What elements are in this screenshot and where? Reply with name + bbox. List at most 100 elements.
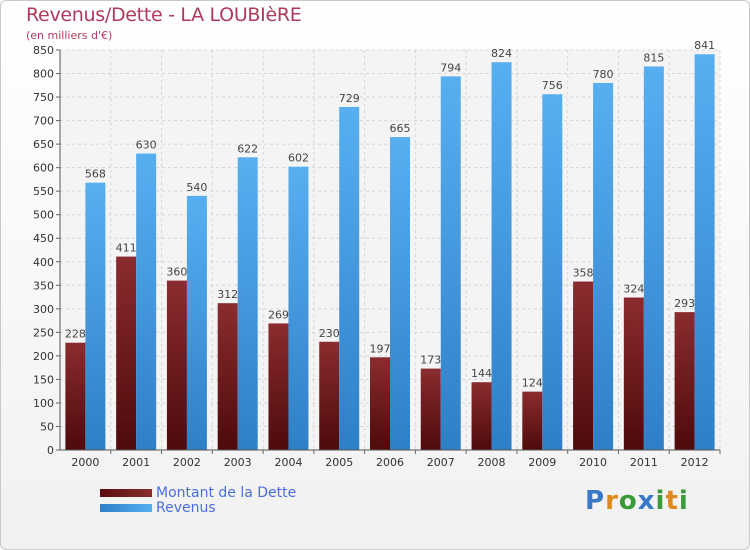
bar-dette [116,256,137,450]
x-tick-label: 2002 [173,456,201,469]
bar-dette [319,341,340,450]
data-label-revenus: 794 [440,61,461,74]
y-tick-label: 200 [33,350,54,363]
bar-revenus [593,82,614,451]
data-label-dette: 324 [623,283,644,296]
y-tick-label: 350 [33,279,54,292]
y-tick-label: 150 [33,373,54,386]
data-label-dette: 269 [268,308,289,321]
logo-letter: x [637,486,656,516]
bar-revenus [440,76,461,451]
bar-revenus [237,157,258,450]
logo-letter: i [678,486,689,516]
bars-layer [65,54,715,451]
data-label-revenus: 815 [643,51,664,64]
bar-dette [217,303,238,450]
y-tick-label: 650 [33,138,54,151]
bar-revenus [136,153,157,450]
y-tick-label: 800 [33,68,54,81]
x-tick-label: 2009 [528,456,556,469]
data-label-dette: 173 [420,354,441,367]
data-label-revenus: 540 [186,181,207,194]
data-label-dette: 228 [65,328,86,341]
logo-letter: i [655,486,666,516]
x-tick-label: 2006 [376,456,404,469]
y-tick-label: 300 [33,303,54,316]
y-tick-label: 100 [33,397,54,410]
y-tick-label: 850 [33,44,54,57]
data-label-dette: 197 [370,342,391,355]
logo-letter: t [665,486,679,516]
data-label-dette: 312 [217,288,238,301]
data-label-revenus: 824 [491,47,512,60]
data-label-dette: 360 [166,266,187,279]
y-tick-label: 50 [40,420,54,433]
y-tick-label: 250 [33,326,54,339]
axis-layer: 0 50 100 150 200 250 300 350 400 450 500 550 600 650 7… [33,44,721,469]
data-label-revenus: 729 [339,92,360,105]
x-tick-label: 2004 [274,456,302,469]
bar-dette [623,297,644,450]
bar-dette [65,342,86,450]
x-tick-label: 2000 [71,456,99,469]
data-label-dette: 293 [674,297,695,310]
bar-revenus [491,62,512,451]
bar-dette [268,323,289,450]
legend-label-debt: Montant de la Dette [156,485,297,501]
legend-swatch-debt [100,489,152,497]
labels-layer: 228 568 411 630 360 540 312 622 269 602 230 729 197 6… [65,39,715,389]
y-tick-label: 0 [47,444,54,457]
y-tick-label: 500 [33,209,54,222]
proxiti-logo: Proxiti [585,486,689,516]
data-label-dette: 144 [471,367,492,380]
bar-dette [370,357,390,450]
data-label-dette: 230 [319,327,340,340]
x-tick-label: 2007 [427,456,455,469]
x-tick-label: 2010 [579,456,607,469]
chart-subtitle: (en milliers d'€) [26,29,113,42]
logo-letter: P [585,486,606,516]
logo-letter: o [618,486,638,516]
logo-letter: r [605,486,619,516]
y-tick-label: 400 [33,256,54,269]
y-tick-label: 450 [33,232,54,245]
data-label-revenus: 665 [390,122,411,135]
bar-revenus [643,66,664,451]
legend-swatch-revenus [100,504,152,512]
data-label-revenus: 756 [542,79,563,92]
data-label-revenus: 568 [85,168,106,181]
data-label-revenus: 841 [694,39,715,52]
bar-revenus [339,106,360,451]
bar-revenus [542,94,563,450]
bar-dette [471,382,492,450]
data-label-dette: 411 [116,242,137,255]
bar-dette [573,281,594,450]
y-tick-label: 600 [33,162,54,175]
x-tick-label: 2011 [630,456,658,469]
x-tick-label: 2001 [122,456,150,469]
bar-revenus [390,137,410,450]
data-label-revenus: 602 [288,152,309,165]
bar-dette [420,368,441,450]
y-tick-label: 700 [33,115,54,128]
data-label-dette: 124 [522,377,543,390]
x-tick-label: 2003 [224,456,252,469]
bar-revenus [186,195,207,450]
data-label-revenus: 780 [593,68,614,81]
data-label-revenus: 630 [136,139,157,152]
y-tick-label: 750 [33,91,54,104]
bar-dette [674,312,695,450]
y-tick-label: 550 [33,185,54,198]
data-label-dette: 358 [573,267,594,280]
x-tick-label: 2008 [478,456,506,469]
bar-revenus [694,54,715,451]
bar-dette [522,391,543,450]
legend-label-revenus: Revenus [156,500,216,516]
x-tick-label: 2005 [325,456,353,469]
chart-title: Revenus/Dette - LA LOUBIèRE [26,4,302,26]
bar-revenus [85,182,106,451]
bar-dette [166,280,187,450]
data-label-revenus: 622 [237,142,258,155]
x-tick-label: 2012 [681,456,709,469]
bar-revenus [288,166,309,451]
